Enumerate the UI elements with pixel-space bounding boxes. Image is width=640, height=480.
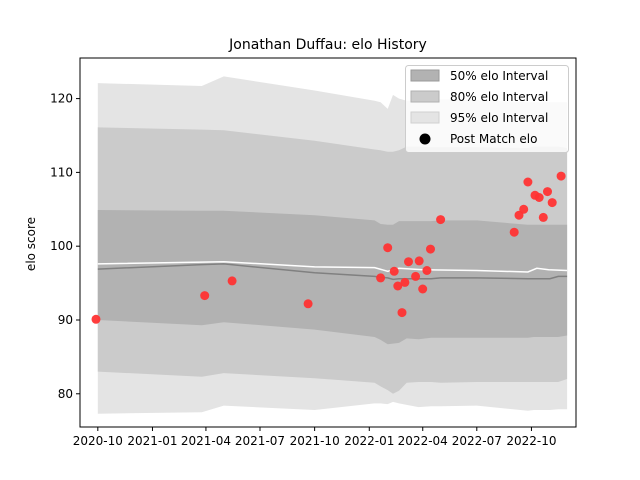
post-match-point-9: [397, 308, 407, 318]
post-match-point-20: [519, 204, 529, 214]
y-tick-label-3: 100: [50, 239, 73, 253]
post-match-point-12: [411, 271, 421, 281]
legend-label-80: 80% elo Interval: [450, 90, 548, 104]
legend-swatch-95: [410, 111, 440, 124]
post-match-point-8: [393, 281, 403, 291]
post-match-point-4: [303, 299, 313, 309]
post-match-point-2: [200, 291, 210, 301]
legend-swatch-50: [410, 69, 440, 82]
y-tick-label-2: 90: [58, 313, 73, 327]
legend-frame: [405, 65, 569, 153]
x-tick-label-6: 2022-01: [344, 434, 394, 448]
post-match-point-7: [389, 266, 399, 276]
legend: 50% elo Interval 80% elo Interval 95% el…: [405, 65, 569, 153]
post-match-point-26: [547, 198, 557, 208]
x-tick-label-7: 2022-04: [398, 434, 448, 448]
x-tick-label-9: 2022-10: [506, 434, 556, 448]
post-match-point-14: [418, 284, 428, 294]
legend-marker-post-match: [419, 133, 431, 145]
x-tick-label-5: 2021-10: [290, 434, 340, 448]
post-match-point-13: [414, 256, 424, 266]
post-match-point-25: [543, 187, 552, 197]
x-tick-label-4: 2021-07: [235, 434, 285, 448]
x-tick-label-8: 2022-07: [452, 434, 502, 448]
post-match-point-18: [509, 227, 519, 237]
post-match-point-15: [422, 266, 432, 275]
y-axis-label: elo score: [24, 217, 38, 271]
x-tick-label-2: 2021-01: [127, 434, 177, 448]
plot-area: [91, 76, 568, 414]
post-match-point-21: [523, 177, 533, 187]
x-tick-label-3: 2021-04: [181, 434, 231, 448]
axes-frame: [79, 57, 577, 428]
post-match-point-27: [556, 171, 566, 181]
post-match-point-16: [426, 244, 435, 254]
post-match-point-23: [534, 193, 544, 202]
legend-label-50: 50% elo Interval: [450, 69, 548, 83]
post-match-point-5: [376, 273, 386, 283]
chart-title: Jonathan Duffau: elo History: [228, 37, 427, 53]
post-match-point-6: [383, 243, 393, 253]
post-match-point-1: [91, 314, 101, 324]
legend-label-95: 95% elo Interval: [450, 111, 548, 125]
y-tick-label-1: 80: [58, 387, 73, 401]
axes: 2020-10 2021-01 2021-04 2021-07 2021-10 2022-…: [50, 57, 577, 448]
post-match-point-17: [436, 215, 446, 225]
legend-swatch-80: [410, 90, 440, 103]
y-tick-label-4: 110: [50, 165, 73, 179]
y-tick-label-5: 120: [50, 92, 73, 106]
band-50: [97, 210, 568, 345]
post-match-elo-line: [97, 260, 568, 273]
post-match-point-11: [404, 257, 413, 267]
post-match-point-10: [400, 277, 410, 287]
x-tick-label-1: 2020-10: [73, 434, 123, 448]
legend-label-post-match: Post Match elo: [450, 132, 537, 146]
post-match-point-24: [538, 212, 548, 222]
post-match-point-3: [227, 276, 237, 286]
